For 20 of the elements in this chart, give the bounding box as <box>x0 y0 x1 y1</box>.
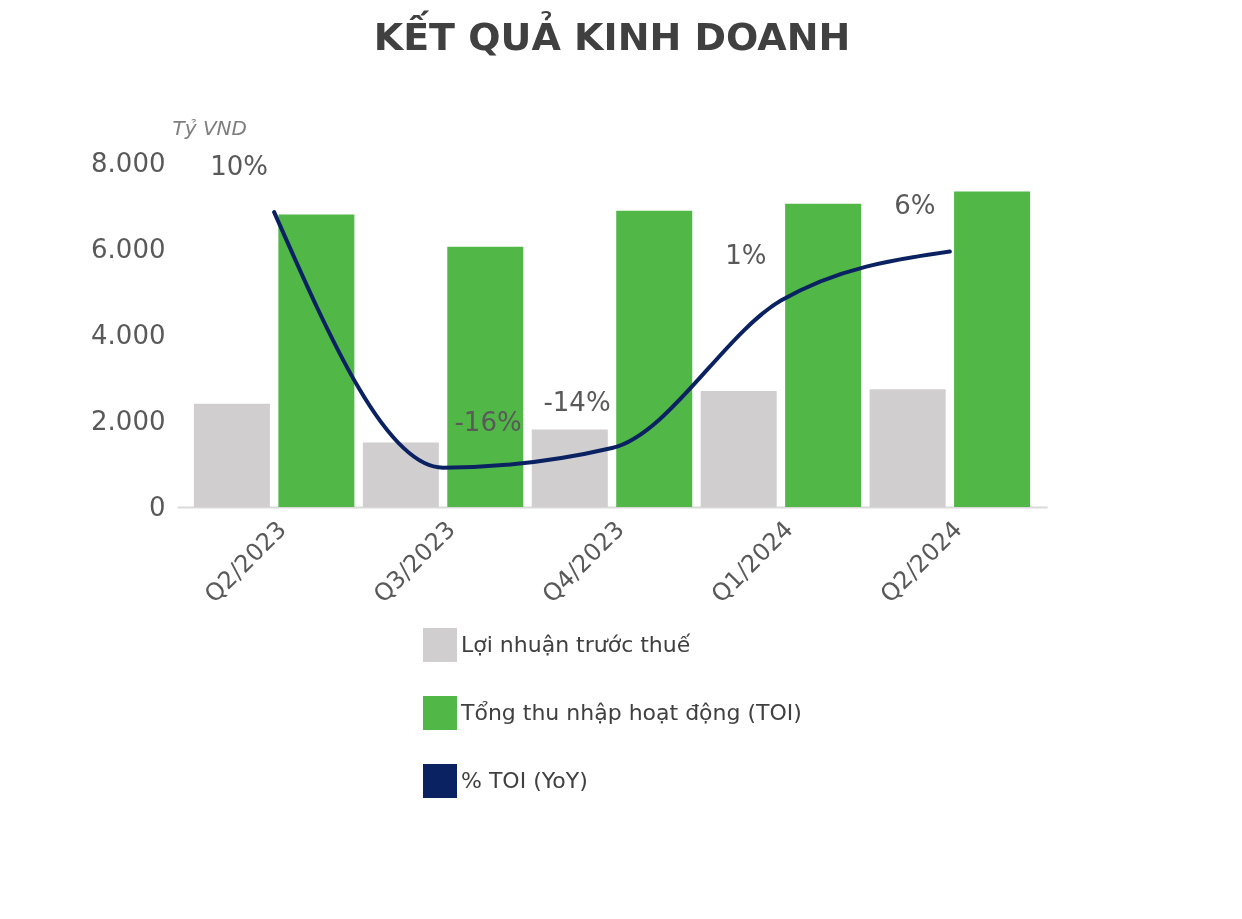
data-label: -16% <box>454 406 522 437</box>
y-tick-label: 4.000 <box>91 319 166 350</box>
bar <box>785 203 862 507</box>
data-label: 10% <box>210 151 269 182</box>
data-label: -14% <box>543 387 611 418</box>
data-label: 6% <box>894 190 936 221</box>
y-tick-label: 6.000 <box>91 233 166 264</box>
chart-title: KẾT QUẢ KINH DOANH <box>373 10 851 59</box>
bar <box>954 191 1031 507</box>
bar <box>278 214 355 507</box>
legend-label: % TOI (YoY) <box>461 768 588 793</box>
y-axis-title: Tỷ VND <box>172 115 247 140</box>
y-tick-label: 0 <box>148 491 166 522</box>
bar <box>616 210 693 507</box>
legend-label: Lợi nhuận trước thuế <box>461 632 691 657</box>
y-tick-label: 2.000 <box>91 405 166 436</box>
bar <box>447 246 524 507</box>
legend-label: Tổng thu nhập hoạt động (TOI) <box>460 700 802 725</box>
data-label: 1% <box>725 239 767 270</box>
y-tick-label: 8.000 <box>91 147 166 178</box>
